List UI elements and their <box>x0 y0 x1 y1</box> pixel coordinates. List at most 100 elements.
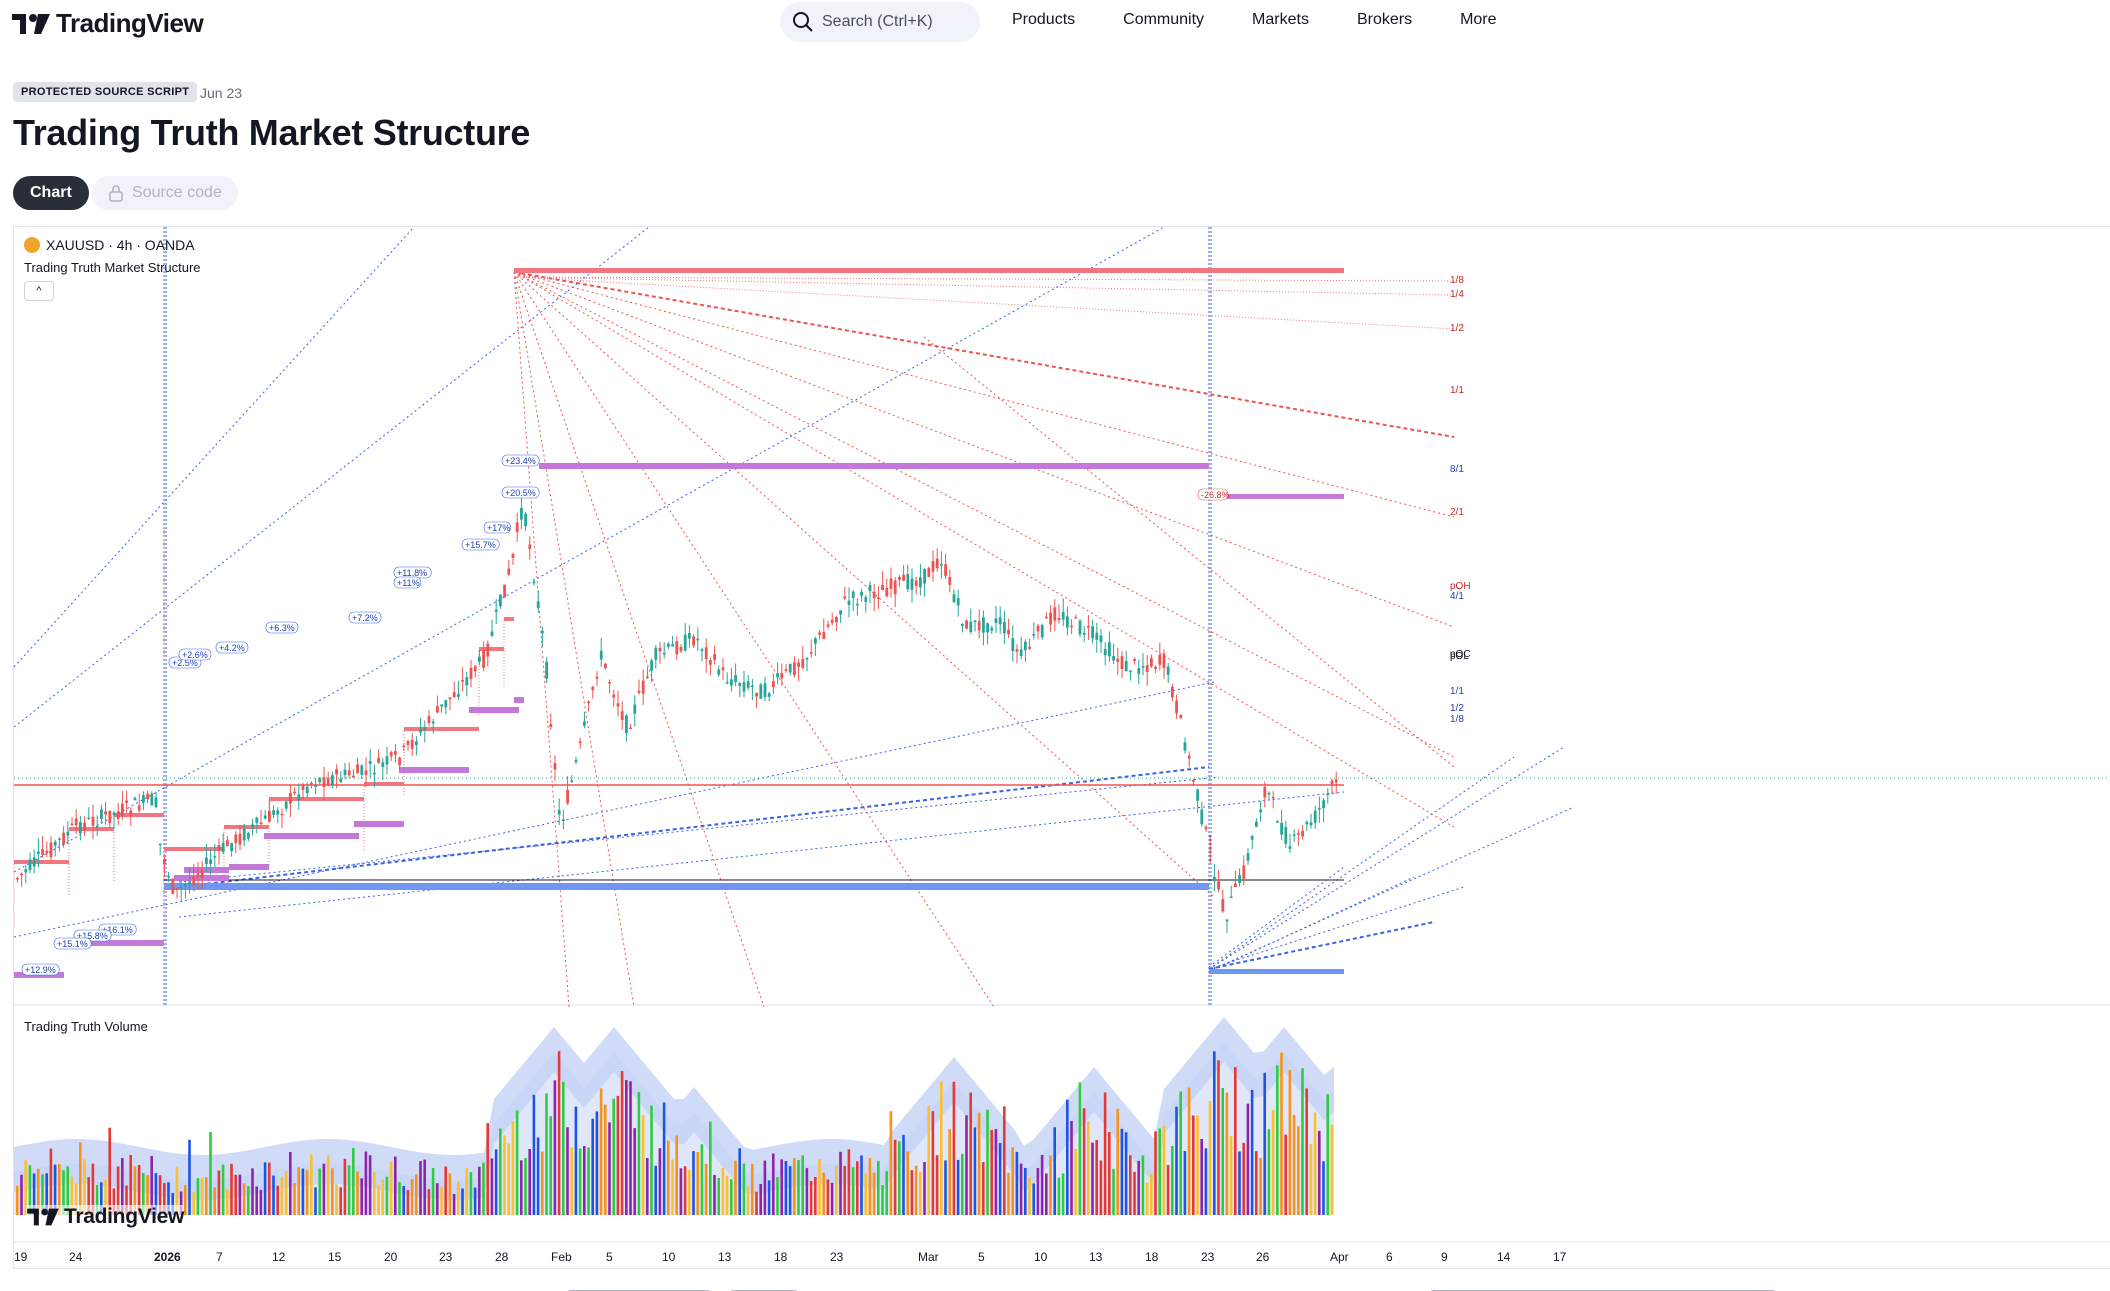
collapse-legend-button[interactable]: ^ <box>24 281 54 301</box>
candle-body <box>234 834 238 843</box>
pct-label-bg <box>501 486 540 499</box>
nav-products[interactable]: Products <box>1012 11 1076 28</box>
candle-body <box>53 841 57 846</box>
candle-body <box>1154 666 1157 669</box>
candle-body <box>541 630 544 634</box>
candle-body <box>1288 846 1292 849</box>
candle-body <box>209 859 212 864</box>
candle-body <box>1078 620 1082 635</box>
volume-bar <box>1040 1154 1044 1215</box>
candle-body <box>331 775 334 785</box>
candle-body <box>898 577 901 580</box>
protected-source-badge: PROTECTED SOURCE SCRIPT <box>13 82 198 102</box>
candle-body <box>263 815 267 819</box>
candle-body <box>965 620 968 629</box>
nav-markets[interactable]: Markets <box>1252 11 1309 28</box>
candle-body <box>1053 607 1057 621</box>
tradingview-logo[interactable]: TradingView <box>12 8 204 39</box>
candle-body <box>121 803 124 816</box>
pct-label: +16.1% <box>102 925 133 935</box>
candle-body <box>683 634 687 651</box>
nav-more[interactable]: More <box>1460 11 1497 28</box>
time-tick-label: 23 <box>1201 1250 1215 1264</box>
candle-body <box>242 828 246 841</box>
indicator-legend[interactable]: Trading Truth Market Structure <box>24 260 201 275</box>
volume-bar <box>95 1185 99 1215</box>
tab-chart[interactable]: Chart <box>13 176 89 210</box>
tab-source-code[interactable]: Source code <box>92 176 238 210</box>
candle-body <box>910 578 914 590</box>
candle-body <box>520 508 523 520</box>
volume-bar <box>721 1167 725 1215</box>
candle-body <box>574 760 578 763</box>
candle-body <box>326 777 330 786</box>
volume-bar <box>566 1127 569 1215</box>
volume-bar <box>763 1160 767 1215</box>
volume-bar <box>289 1151 292 1215</box>
volume-bar <box>188 1139 191 1215</box>
candle-body <box>398 757 401 766</box>
candle-body <box>389 752 393 757</box>
volume-bar <box>658 1148 662 1215</box>
volume-bar <box>116 1166 120 1215</box>
chart-area[interactable]: +23.4% +20.5% +17% +15.7% +11.8% +11% +7.2% +6.… <box>13 226 2110 1269</box>
candle-body <box>377 757 380 763</box>
volume-bar <box>184 1185 187 1215</box>
pct-label: +12.9% <box>25 965 56 975</box>
candle-body <box>200 870 204 879</box>
publish-date: Jun 23 <box>200 85 243 101</box>
candle-body <box>20 873 23 876</box>
structure-step <box>479 647 504 651</box>
volume-bar <box>520 1160 523 1215</box>
volume-legend[interactable]: Trading Truth Volume <box>24 1019 148 1034</box>
time-tick-label: 14 <box>1497 1250 1511 1264</box>
volume-bar <box>688 1169 691 1215</box>
candle-body <box>1040 625 1044 638</box>
price-chart[interactable]: +23.4% +20.5% +17% +15.7% +11.8%+11% +7.2% +6.… <box>14 227 2110 1269</box>
fan-line-red <box>923 336 1455 768</box>
volume-bar <box>1108 1131 1111 1215</box>
candle-body <box>578 741 582 743</box>
volume-bar <box>381 1179 384 1215</box>
volume-bar <box>377 1185 380 1215</box>
volume-bar <box>356 1171 359 1215</box>
fan-line-blue <box>1208 756 1515 970</box>
pct-label: +11% <box>397 578 420 588</box>
volume-bar <box>625 1080 628 1215</box>
candle-body <box>452 692 456 698</box>
volume-bar <box>1234 1067 1237 1215</box>
time-tick-label: 10 <box>1034 1250 1048 1264</box>
nav-brokers[interactable]: Brokers <box>1356 11 1413 28</box>
volume-bar <box>1187 1087 1191 1215</box>
candle-body <box>37 851 40 854</box>
volume-bar <box>465 1167 468 1215</box>
volume-bar <box>1297 1126 1300 1215</box>
volume-bar <box>633 1128 636 1215</box>
volume-bar <box>919 1171 922 1215</box>
volume-bar <box>839 1151 842 1215</box>
volume-bar <box>671 1159 674 1215</box>
volume-bar <box>1070 1120 1073 1215</box>
volume-bar <box>192 1192 195 1215</box>
candle-body <box>860 591 863 596</box>
poc-label: pOH <box>1450 581 1471 592</box>
candle-body <box>772 681 775 688</box>
nav-community[interactable]: Community <box>1123 11 1205 28</box>
volume-bar <box>1066 1099 1069 1215</box>
candle-body <box>1263 786 1267 798</box>
volume-bar <box>280 1176 284 1215</box>
volume-bar <box>696 1152 699 1215</box>
volume-bar <box>1267 1129 1271 1215</box>
time-tick-label: 2026 <box>154 1250 181 1264</box>
volume-bar <box>612 1098 615 1215</box>
volume-bar <box>599 1088 603 1215</box>
volume-bar <box>515 1110 519 1215</box>
volume-bar <box>1229 1136 1233 1215</box>
candle-body <box>990 627 994 631</box>
purple-level-right <box>1199 494 1344 499</box>
search-box[interactable]: Search (Ctrl+K) <box>780 2 980 42</box>
candle-body <box>1007 629 1010 635</box>
symbol-legend[interactable]: XAUUSD · 4h · OANDA <box>24 237 195 253</box>
time-tick-label: 5 <box>978 1250 985 1264</box>
candle-body <box>1271 796 1275 799</box>
